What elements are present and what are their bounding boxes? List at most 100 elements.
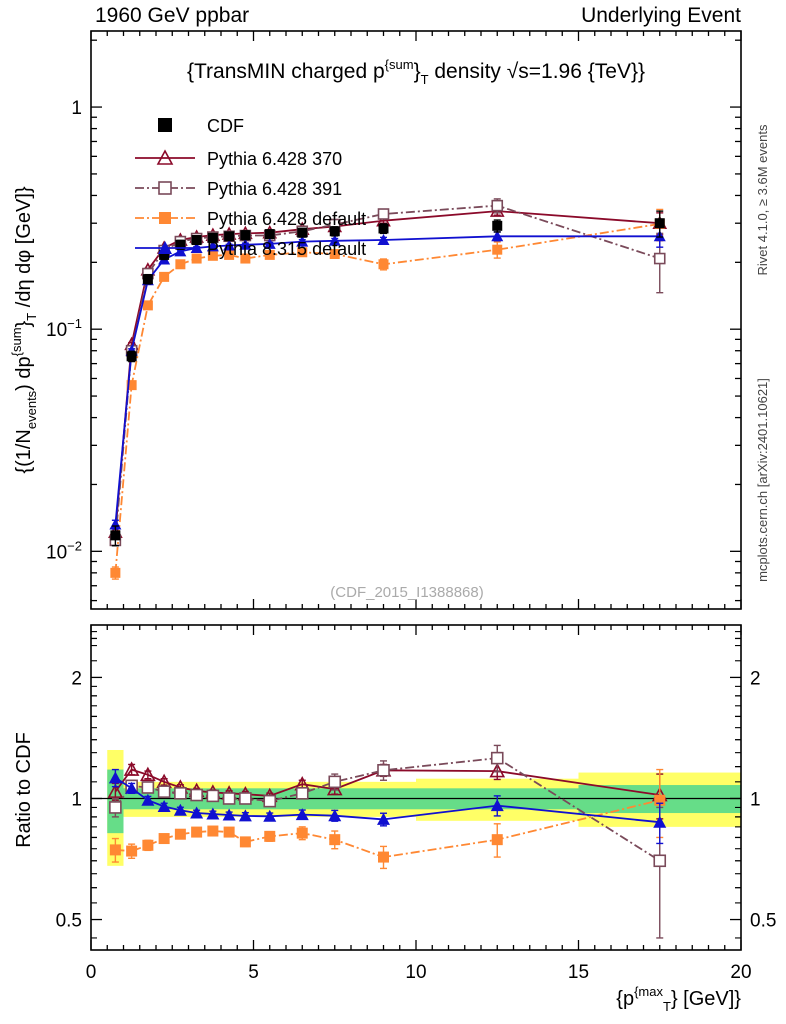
- x-tick-label: 0: [86, 962, 97, 983]
- ratio-y-tick-label-right: 2: [750, 668, 761, 689]
- marker-filled-square: [191, 253, 202, 264]
- marker-filled-square: [207, 250, 218, 261]
- marker-filled-square: [329, 834, 341, 846]
- marker-filled-triangle: [377, 812, 390, 825]
- ratio-y-tick-label: 1: [71, 789, 82, 810]
- marker-filled-triangle: [125, 781, 139, 794]
- marker-open-square: [653, 252, 666, 265]
- ratio-y-tick-label: 2: [71, 668, 82, 689]
- x-tick-label: 15: [568, 962, 589, 983]
- marker-filled-square: [175, 259, 186, 270]
- marker-filled-square: [297, 247, 308, 258]
- marker-filled-square: [378, 851, 389, 863]
- marker-filled-triangle: [141, 793, 155, 806]
- marker-filled-triangle: [174, 245, 187, 257]
- marker-filled-square: [224, 231, 235, 242]
- marker-filled-triangle: [173, 803, 187, 816]
- marker-filled-square: [207, 825, 219, 837]
- marker-open-square: [239, 792, 252, 805]
- marker-filled-square: [158, 833, 170, 845]
- ratio-y-tick-label-right: 1: [750, 789, 761, 810]
- marker-filled-triangle: [377, 234, 390, 246]
- marker-filled-square: [159, 212, 171, 224]
- marker-filled-square: [142, 839, 154, 851]
- marker-filled-square: [297, 227, 308, 238]
- marker-filled-triangle: [206, 240, 219, 252]
- header-left: 1960 GeV ppbar: [95, 4, 249, 27]
- marker-open-square: [653, 854, 667, 868]
- marker-filled-triangle: [296, 235, 309, 247]
- legend-label-2: Pythia 6.428 391: [207, 179, 342, 199]
- marker-open-triangle: [107, 783, 124, 798]
- marker-filled-triangle: [653, 815, 667, 828]
- legend-label-0: CDF: [207, 116, 244, 136]
- marker-open-triangle: [140, 766, 156, 782]
- marker-open-square: [141, 781, 155, 794]
- watermark: (CDF_2015_I1388868): [330, 584, 483, 601]
- ratio-y-tick-label: 0.5: [56, 911, 82, 932]
- marker-filled-square: [174, 828, 186, 840]
- ratio-y-tick-label-right: 0.5: [750, 911, 776, 932]
- marker-filled-triangle: [222, 808, 236, 821]
- marker-open-square: [328, 775, 342, 789]
- y-tick-label: 10−1: [46, 316, 82, 341]
- marker-open-square: [263, 794, 277, 808]
- marker-filled-square: [223, 826, 235, 838]
- marker-filled-triangle: [328, 234, 341, 246]
- marker-filled-triangle: [223, 239, 236, 251]
- marker-filled-square: [654, 794, 666, 806]
- legend-label-1: Pythia 6.428 370: [207, 149, 342, 169]
- marker-filled-triangle: [491, 230, 504, 242]
- marker-filled-square: [492, 220, 503, 231]
- marker-filled-triangle: [295, 808, 309, 821]
- marker-open-square: [377, 764, 390, 777]
- marker-filled-square: [159, 249, 170, 260]
- marker-filled-square: [264, 229, 275, 240]
- marker-filled-square: [142, 274, 153, 285]
- marker-filled-square: [329, 249, 340, 260]
- side-text-rivet: Rivet 4.1.0, ≥ 3.6M events: [755, 124, 770, 275]
- series-line: [114, 235, 660, 525]
- marker-filled-square: [264, 830, 276, 842]
- marker-open-square: [295, 787, 309, 800]
- marker-filled-triangle: [190, 806, 204, 819]
- plot-title: {TransMIN charged p{sum}T density √s=1.9…: [187, 57, 645, 87]
- marker-filled-square: [109, 844, 121, 856]
- marker-filled-square: [175, 239, 186, 250]
- marker-open-square: [174, 787, 187, 800]
- marker-open-square: [206, 789, 220, 803]
- marker-open-square: [377, 208, 390, 220]
- marker-filled-triangle: [157, 800, 171, 813]
- marker-filled-triangle: [490, 799, 504, 812]
- marker-filled-square: [207, 232, 218, 243]
- marker-open-square: [222, 792, 236, 805]
- marker-filled-square: [110, 567, 121, 578]
- marker-filled-square: [110, 530, 121, 541]
- marker-filled-square: [239, 836, 251, 848]
- marker-open-square: [109, 801, 122, 814]
- marker-open-square: [491, 199, 504, 212]
- marker-filled-square: [296, 827, 308, 839]
- marker-filled-square: [126, 380, 137, 391]
- marker-filled-triangle: [239, 238, 252, 250]
- marker-filled-square: [654, 218, 665, 229]
- marker-filled-triangle: [108, 771, 122, 784]
- marker-filled-square: [492, 244, 503, 255]
- series-line: [114, 223, 660, 573]
- marker-filled-triangle: [328, 809, 342, 822]
- y-tick-label: 10−2: [46, 538, 82, 563]
- marker-filled-square: [224, 249, 235, 260]
- x-tick-label: 10: [405, 962, 426, 983]
- header-right: Underlying Event: [581, 4, 741, 27]
- marker-open-square: [158, 181, 172, 195]
- y-axis-label: {(1/Nevents) dp{sum}T /dη dφ [GeV]}: [9, 186, 39, 473]
- marker-open-square: [190, 788, 203, 802]
- legend-label-4: Pythia 8.315 default: [207, 239, 366, 259]
- marker-open-triangle: [489, 762, 506, 778]
- marker-filled-square: [240, 253, 251, 264]
- marker-filled-triangle: [263, 237, 276, 249]
- marker-filled-square: [158, 118, 172, 132]
- marker-open-square: [490, 751, 504, 765]
- ratio-y-axis-label: Ratio to CDF: [13, 732, 35, 848]
